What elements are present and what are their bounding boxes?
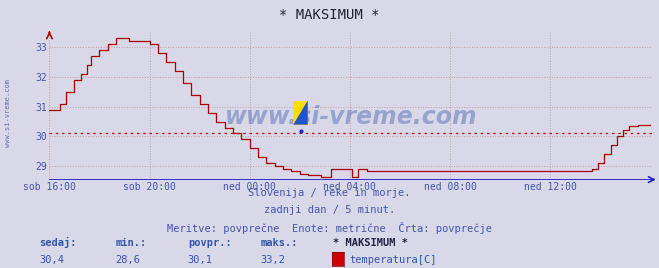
- Text: zadnji dan / 5 minut.: zadnji dan / 5 minut.: [264, 205, 395, 215]
- Text: sedaj:: sedaj:: [40, 237, 77, 248]
- Text: povpr.:: povpr.:: [188, 237, 231, 248]
- Text: Slovenija / reke in morje.: Slovenija / reke in morje.: [248, 188, 411, 198]
- Text: 33,2: 33,2: [260, 255, 285, 265]
- Text: * MAKSIMUM *: * MAKSIMUM *: [333, 237, 408, 248]
- Text: temperatura[C]: temperatura[C]: [349, 255, 437, 265]
- Polygon shape: [293, 100, 308, 125]
- Text: Meritve: povprečne  Enote: metrične  Črta: povprečje: Meritve: povprečne Enote: metrične Črta:…: [167, 222, 492, 234]
- Text: 28,6: 28,6: [115, 255, 140, 265]
- Text: maks.:: maks.:: [260, 237, 298, 248]
- Text: 30,1: 30,1: [188, 255, 213, 265]
- Text: www.si-vreme.com: www.si-vreme.com: [225, 105, 477, 129]
- Text: min.:: min.:: [115, 237, 146, 248]
- Text: * MAKSIMUM *: * MAKSIMUM *: [279, 8, 380, 22]
- Polygon shape: [293, 100, 308, 125]
- Text: www.si-vreme.com: www.si-vreme.com: [5, 79, 11, 147]
- Text: 30,4: 30,4: [40, 255, 65, 265]
